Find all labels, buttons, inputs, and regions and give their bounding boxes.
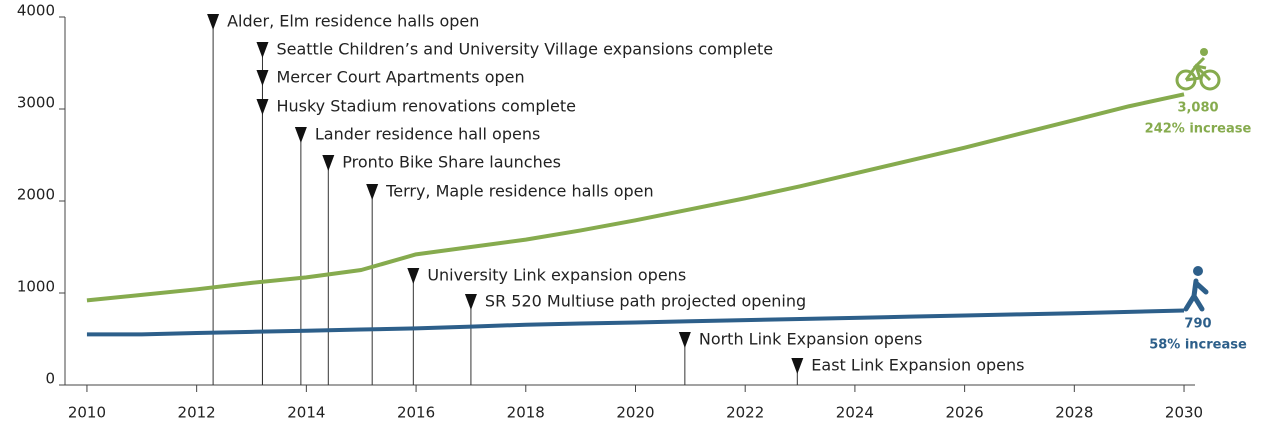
x-tick-label: 2022: [726, 404, 764, 422]
x-tick-label: 2026: [946, 404, 984, 422]
event-marker: [294, 127, 307, 143]
y-tick-label: 3000: [17, 94, 55, 112]
event-marker: [256, 42, 269, 58]
event-label: Mercer Court Apartments open: [276, 68, 524, 87]
x-tick-label: 2010: [68, 404, 106, 422]
event-marker: [366, 184, 379, 200]
x-tick-label: 2024: [836, 404, 874, 422]
bike-icon: [1175, 48, 1221, 91]
x-tick-label: 2020: [616, 404, 654, 422]
series-line: [86, 308, 1185, 337]
x-tick-label: 2016: [397, 404, 435, 422]
series-line: [86, 92, 1185, 303]
change-label: 58% increase: [1149, 338, 1247, 353]
event-label: University Link expansion opens: [427, 266, 686, 285]
event-label: Alder, Elm residence halls open: [227, 12, 479, 31]
x-tick-label: 2028: [1055, 404, 1093, 422]
event-label: Terry, Maple residence halls open: [385, 182, 653, 201]
event-label: Pronto Bike Share launches: [342, 153, 561, 172]
event-label: North Link Expansion opens: [699, 330, 922, 349]
y-tick-label: 0: [45, 370, 55, 388]
walk-icon: [1183, 266, 1209, 312]
event-marker: [791, 358, 804, 374]
end-label: 3,080: [1177, 101, 1218, 116]
event-label: Husky Stadium renovations complete: [276, 97, 575, 116]
x-tick-label: 2014: [287, 404, 325, 422]
change-label: 242% increase: [1145, 122, 1252, 137]
event-marker: [322, 155, 335, 171]
event-marker: [464, 294, 477, 310]
x-tick-label: 2030: [1165, 404, 1203, 422]
event-marker: [207, 14, 220, 30]
event-label: Seattle Children’s and University Villag…: [276, 40, 773, 59]
x-tick-label: 2012: [178, 404, 216, 422]
y-tick-label: 2000: [17, 186, 55, 204]
y-tick-label: 4000: [17, 2, 55, 20]
y-tick-label: 1000: [17, 278, 55, 296]
event-marker: [407, 268, 420, 284]
event-label: Lander residence hall opens: [315, 125, 540, 144]
end-label: 790: [1184, 317, 1211, 332]
event-marker: [256, 99, 269, 115]
event-marker: [678, 332, 691, 348]
x-tick-label: 2018: [507, 404, 545, 422]
event-marker: [256, 70, 269, 86]
event-label: East Link Expansion opens: [811, 356, 1024, 375]
event-label: SR 520 Multiuse path projected opening: [485, 292, 806, 311]
